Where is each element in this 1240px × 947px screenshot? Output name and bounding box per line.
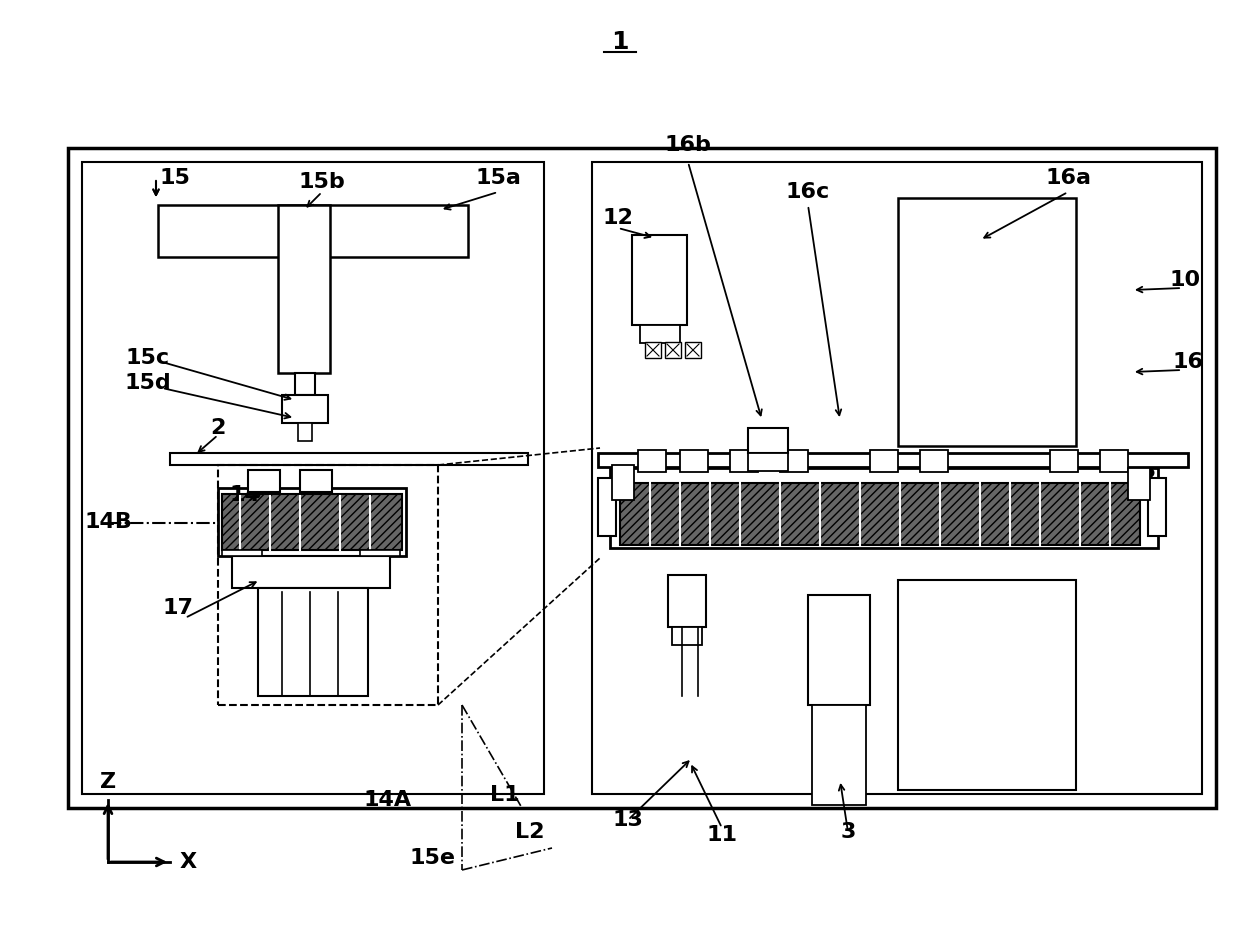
Bar — [620, 483, 1140, 545]
Text: Z: Z — [100, 772, 117, 792]
Bar — [665, 342, 681, 358]
Text: 15c: 15c — [126, 348, 170, 368]
Text: 16c: 16c — [786, 182, 830, 202]
Text: 11: 11 — [707, 825, 738, 845]
Text: 10: 10 — [1169, 270, 1200, 290]
Bar — [920, 450, 949, 472]
Bar — [898, 580, 1076, 790]
Text: 17: 17 — [162, 598, 193, 618]
Bar — [645, 342, 661, 358]
Bar — [898, 198, 1076, 446]
Bar — [298, 423, 312, 441]
Bar — [598, 453, 1188, 467]
Bar — [68, 148, 1216, 808]
Bar — [1128, 468, 1149, 500]
Bar — [218, 465, 438, 705]
Bar — [672, 627, 702, 645]
Bar — [684, 342, 701, 358]
Bar — [232, 556, 391, 588]
Bar — [1148, 478, 1166, 536]
Bar — [82, 162, 544, 794]
Bar — [812, 705, 866, 805]
Text: 14A: 14A — [363, 790, 412, 810]
Text: 13: 13 — [613, 810, 644, 830]
Bar — [222, 494, 402, 550]
Bar — [680, 450, 708, 472]
Text: 12: 12 — [603, 208, 634, 228]
Text: 16: 16 — [1173, 352, 1204, 372]
Text: 2: 2 — [211, 418, 226, 438]
Bar — [1050, 450, 1078, 472]
Text: 15b: 15b — [299, 172, 346, 192]
Text: 15a: 15a — [475, 168, 521, 188]
Text: L2: L2 — [516, 822, 544, 842]
Bar — [808, 595, 870, 705]
Bar — [157, 205, 467, 257]
Bar — [598, 478, 616, 536]
Text: 3: 3 — [841, 822, 856, 842]
Bar — [870, 450, 898, 472]
Bar — [730, 450, 758, 472]
Bar — [748, 428, 787, 453]
Bar — [360, 550, 401, 556]
Bar — [639, 450, 666, 472]
Text: 15e: 15e — [409, 848, 455, 868]
Bar — [295, 373, 315, 395]
Bar — [632, 235, 687, 325]
Bar — [300, 470, 332, 492]
Text: 15: 15 — [160, 168, 191, 188]
Bar — [170, 453, 528, 465]
Bar — [281, 395, 329, 423]
Bar — [640, 325, 680, 343]
Bar — [591, 162, 1202, 794]
Text: X: X — [180, 852, 197, 872]
Bar — [600, 448, 959, 558]
Bar — [258, 588, 368, 696]
Bar — [613, 465, 634, 500]
Text: L1: L1 — [490, 785, 520, 805]
Bar — [668, 575, 706, 627]
Bar — [222, 550, 262, 556]
Bar — [278, 205, 330, 373]
Text: 16a: 16a — [1045, 168, 1091, 188]
Bar — [218, 488, 405, 556]
Text: 16b: 16b — [665, 135, 712, 155]
Bar — [610, 468, 1158, 548]
Text: 14: 14 — [229, 485, 260, 505]
Text: 15d: 15d — [125, 373, 171, 393]
Bar — [748, 453, 787, 471]
Bar — [1100, 450, 1128, 472]
Text: 1: 1 — [611, 30, 629, 54]
Text: 14B: 14B — [84, 512, 131, 532]
Bar — [780, 450, 808, 472]
Text: 2: 2 — [1141, 468, 1156, 488]
Bar — [248, 470, 280, 492]
